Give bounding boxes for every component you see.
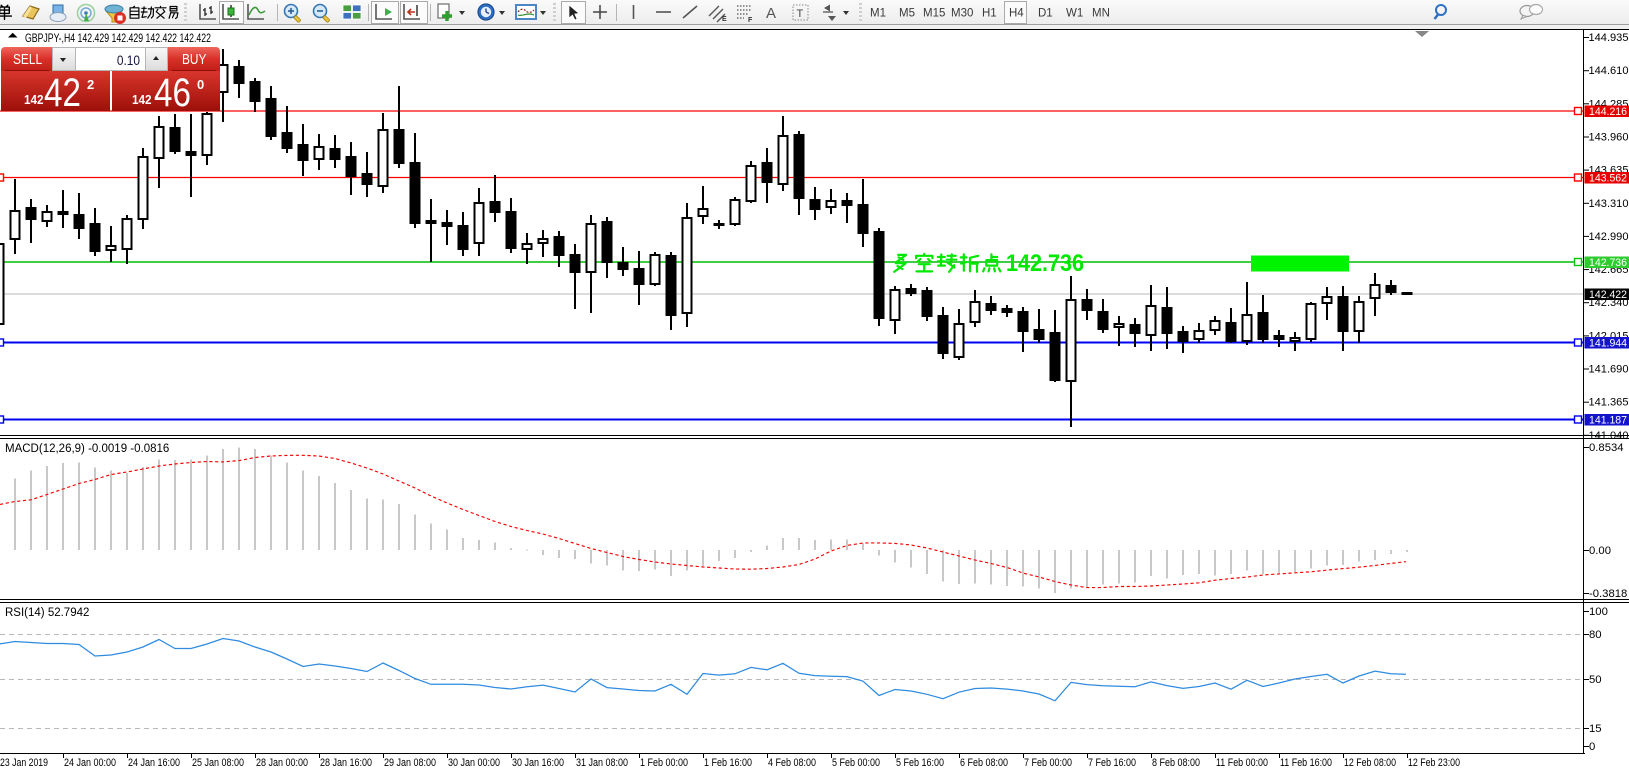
svg-text:24 Jan 16:00: 24 Jan 16:00 — [128, 757, 180, 769]
svg-text:11 Feb 16:00: 11 Feb 16:00 — [1280, 757, 1332, 769]
svg-text:143.960: 143.960 — [1589, 132, 1629, 144]
svg-text:H4: H4 — [1009, 8, 1024, 20]
svg-text:M15: M15 — [923, 8, 945, 20]
svg-text:D1: D1 — [1038, 8, 1053, 20]
svg-text:0: 0 — [1589, 741, 1595, 753]
svg-text:A: A — [766, 5, 776, 22]
svg-text:142.340: 142.340 — [1589, 297, 1629, 309]
svg-text:29 Jan 08:00: 29 Jan 08:00 — [384, 757, 436, 769]
svg-text:142.736: 142.736 — [1589, 257, 1627, 269]
svg-text:H1: H1 — [982, 8, 997, 20]
svg-text:W1: W1 — [1066, 8, 1083, 20]
svg-text:M1: M1 — [870, 8, 886, 20]
svg-text:GBPJPY-,H4 142.429 142.429 14: GBPJPY-,H4 142.429 142.429 142.422 142.4… — [25, 31, 211, 45]
svg-text:12 Feb 08:00: 12 Feb 08:00 — [1344, 757, 1396, 769]
svg-text:142.990: 142.990 — [1589, 231, 1629, 243]
svg-text:28 Jan 16:00: 28 Jan 16:00 — [320, 757, 372, 769]
svg-text:30 Jan 00:00: 30 Jan 00:00 — [448, 757, 500, 769]
svg-text:12 Feb 23:00: 12 Feb 23:00 — [1408, 757, 1460, 769]
svg-text:0.8534: 0.8534 — [1589, 442, 1624, 454]
svg-text:144.610: 144.610 — [1589, 65, 1629, 77]
svg-text:5 Feb 00:00: 5 Feb 00:00 — [832, 757, 880, 769]
svg-text:50: 50 — [1589, 674, 1602, 686]
svg-text:143.310: 143.310 — [1589, 198, 1629, 210]
svg-text:F: F — [748, 17, 753, 24]
svg-text:4 Feb 08:00: 4 Feb 08:00 — [768, 757, 816, 769]
svg-text:30 Jan 16:00: 30 Jan 16:00 — [512, 757, 564, 769]
svg-text:141.690: 141.690 — [1589, 364, 1629, 376]
svg-text:T: T — [797, 8, 804, 20]
svg-text:6 Feb 08:00: 6 Feb 08:00 — [960, 757, 1008, 769]
svg-text:0.00: 0.00 — [1589, 545, 1611, 557]
svg-text:8 Feb 08:00: 8 Feb 08:00 — [1152, 757, 1200, 769]
svg-text:141.187: 141.187 — [1589, 415, 1627, 427]
svg-text:25 Jan 08:00: 25 Jan 08:00 — [192, 757, 244, 769]
svg-text:144.935: 144.935 — [1589, 32, 1629, 44]
svg-text:141.040: 141.040 — [1589, 430, 1629, 442]
svg-text:1 Feb 00:00: 1 Feb 00:00 — [640, 757, 688, 769]
svg-text:7 Feb 00:00: 7 Feb 00:00 — [1024, 757, 1072, 769]
svg-text:28 Jan 00:00: 28 Jan 00:00 — [256, 757, 308, 769]
svg-text:-0.3818: -0.3818 — [1589, 588, 1627, 600]
svg-text:100: 100 — [1589, 606, 1608, 618]
svg-text:23 Jan 2019: 23 Jan 2019 — [0, 757, 48, 769]
svg-text:11 Feb 00:00: 11 Feb 00:00 — [1216, 757, 1268, 769]
svg-text:141.944: 141.944 — [1589, 338, 1627, 350]
svg-text:142.422: 142.422 — [1589, 289, 1627, 301]
svg-text:M30: M30 — [951, 8, 973, 20]
svg-text:142.736: 142.736 — [1006, 250, 1084, 277]
svg-text:141.365: 141.365 — [1589, 397, 1629, 409]
svg-text:7 Feb 16:00: 7 Feb 16:00 — [1088, 757, 1136, 769]
svg-text:M5: M5 — [899, 8, 915, 20]
svg-text:80: 80 — [1589, 629, 1602, 641]
svg-text:143.562: 143.562 — [1589, 173, 1627, 185]
svg-text:5 Feb 16:00: 5 Feb 16:00 — [896, 757, 944, 769]
svg-text:31 Jan 08:00: 31 Jan 08:00 — [576, 757, 628, 769]
svg-text:RSI(14) 52.7942: RSI(14) 52.7942 — [5, 607, 89, 619]
svg-text:144.216: 144.216 — [1589, 106, 1627, 118]
svg-text:E: E — [722, 16, 727, 23]
svg-text:MACD(12,26,9) -0.0019 -0.0816: MACD(12,26,9) -0.0019 -0.0816 — [5, 443, 169, 455]
svg-text:15: 15 — [1589, 723, 1602, 735]
svg-text:1 Feb 16:00: 1 Feb 16:00 — [704, 757, 752, 769]
svg-text:24 Jan 00:00: 24 Jan 00:00 — [64, 757, 116, 769]
svg-text:MN: MN — [1092, 8, 1110, 20]
